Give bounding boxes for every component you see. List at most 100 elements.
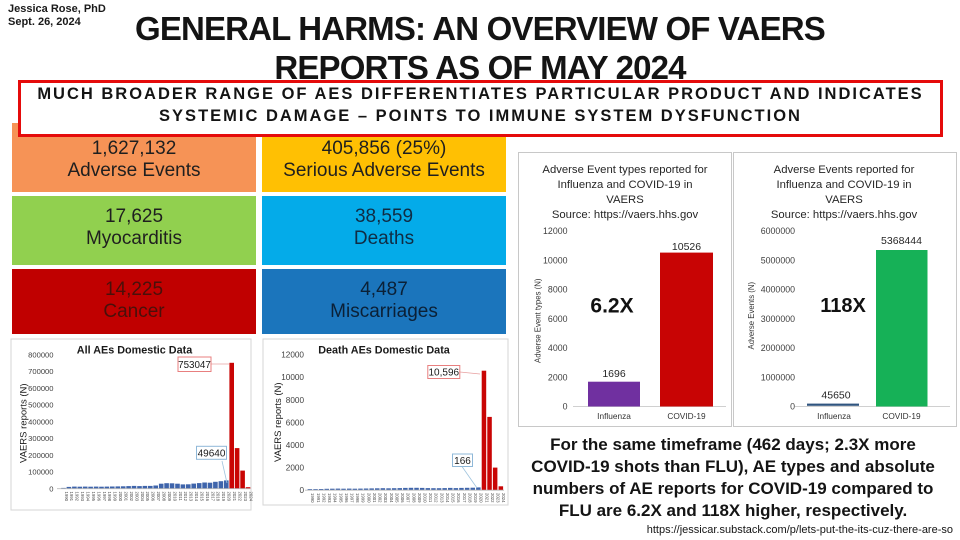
svg-text:1000000: 1000000 [761,372,795,382]
svg-text:2002: 2002 [378,493,383,503]
svg-text:2014: 2014 [445,493,450,503]
svg-text:2018: 2018 [216,492,221,502]
svg-text:2010: 2010 [172,492,177,502]
svg-text:5000000: 5000000 [761,255,795,265]
svg-text:0: 0 [299,486,304,495]
svg-text:5368444: 5368444 [881,235,922,247]
svg-text:2020: 2020 [227,492,232,502]
svg-text:1992: 1992 [75,492,80,502]
svg-text:6.2X: 6.2X [590,295,633,318]
svg-text:1990: 1990 [64,492,69,502]
svg-text:2017: 2017 [462,493,467,503]
svg-text:1696: 1696 [602,368,626,380]
svg-text:1996: 1996 [96,492,101,502]
svg-text:166: 166 [454,456,471,467]
svg-text:200000: 200000 [28,451,53,460]
svg-text:2001: 2001 [372,493,377,503]
svg-text:2013: 2013 [439,493,444,503]
svg-text:1995: 1995 [338,493,343,503]
svg-text:1996: 1996 [344,493,349,503]
svg-text:12000: 12000 [281,351,304,360]
svg-text:2016: 2016 [205,492,210,502]
svg-text:2000: 2000 [286,463,305,472]
svg-text:2022: 2022 [490,493,495,503]
svg-text:100000: 100000 [28,468,53,477]
svg-text:2024: 2024 [248,492,253,502]
svg-text:700000: 700000 [28,367,53,376]
svg-text:COVID-19: COVID-19 [882,411,921,421]
svg-text:2000: 2000 [118,492,123,502]
svg-text:2014: 2014 [194,492,199,502]
svg-text:400000: 400000 [28,417,53,426]
svg-text:2021: 2021 [232,492,237,502]
svg-text:45650: 45650 [821,390,850,402]
svg-text:1991: 1991 [69,492,74,502]
svg-text:2015: 2015 [451,493,456,503]
svg-text:6000: 6000 [548,314,568,324]
svg-text:2023: 2023 [243,492,248,502]
svg-text:2008: 2008 [411,493,416,503]
svg-text:2022: 2022 [237,492,242,502]
svg-text:1993: 1993 [80,492,85,502]
svg-text:2019: 2019 [221,492,226,502]
svg-text:4000: 4000 [548,343,568,353]
svg-text:COVID-19: COVID-19 [667,411,706,421]
svg-text:2009: 2009 [167,492,172,502]
svg-text:2018: 2018 [467,493,472,503]
svg-text:1994: 1994 [333,493,338,503]
svg-text:2012: 2012 [183,492,188,502]
svg-text:4000: 4000 [286,441,305,450]
svg-text:2007: 2007 [406,493,411,503]
svg-text:1999: 1999 [361,493,366,503]
svg-text:2002: 2002 [129,492,134,502]
svg-text:2023: 2023 [496,493,501,503]
svg-text:800000: 800000 [28,351,53,360]
svg-text:Adverse Event types (N): Adverse Event types (N) [534,278,543,363]
svg-text:2011: 2011 [178,492,183,502]
svg-text:2019: 2019 [473,493,478,503]
svg-text:1993: 1993 [327,493,332,503]
svg-text:1992: 1992 [321,493,326,503]
svg-text:753047: 753047 [178,360,211,371]
svg-text:2004: 2004 [389,493,394,503]
svg-text:0: 0 [49,484,53,493]
svg-text:2015: 2015 [200,492,205,502]
svg-text:10000: 10000 [543,255,568,265]
svg-text:2009: 2009 [417,493,422,503]
svg-text:2013: 2013 [189,492,194,502]
svg-text:2004: 2004 [140,492,145,502]
svg-text:1995: 1995 [91,492,96,502]
svg-text:1990: 1990 [310,493,315,503]
svg-text:1998: 1998 [107,492,112,502]
svg-text:1997: 1997 [102,492,107,502]
svg-text:VAERS reports (N): VAERS reports (N) [273,382,284,462]
svg-text:Influenza: Influenza [817,411,851,421]
svg-text:2005: 2005 [145,492,150,502]
svg-text:2006: 2006 [151,492,156,502]
svg-text:Death AEs Domestic Data: Death AEs Domestic Data [318,345,451,357]
svg-text:2001: 2001 [124,492,129,502]
svg-text:49640: 49640 [198,449,226,460]
svg-text:2011: 2011 [428,493,433,503]
svg-text:2007: 2007 [156,492,161,502]
svg-text:2012: 2012 [434,493,439,503]
svg-text:118X: 118X [820,295,866,317]
svg-text:1999: 1999 [113,492,118,502]
svg-text:2000: 2000 [366,493,371,503]
svg-text:10,596: 10,596 [429,368,460,379]
svg-text:8000: 8000 [548,285,568,295]
svg-text:0: 0 [563,402,568,412]
svg-text:Influenza: Influenza [597,411,631,421]
svg-text:600000: 600000 [28,384,53,393]
svg-text:10000: 10000 [281,373,304,382]
svg-text:2021: 2021 [484,493,489,503]
svg-text:2020: 2020 [479,493,484,503]
svg-text:0: 0 [790,402,795,412]
svg-text:2006: 2006 [400,493,405,503]
svg-text:12000: 12000 [543,226,568,236]
svg-text:2017: 2017 [210,492,215,502]
svg-text:2005: 2005 [394,493,399,503]
svg-text:2000000: 2000000 [761,343,795,353]
svg-text:1991: 1991 [316,493,321,503]
svg-text:2008: 2008 [162,492,167,502]
